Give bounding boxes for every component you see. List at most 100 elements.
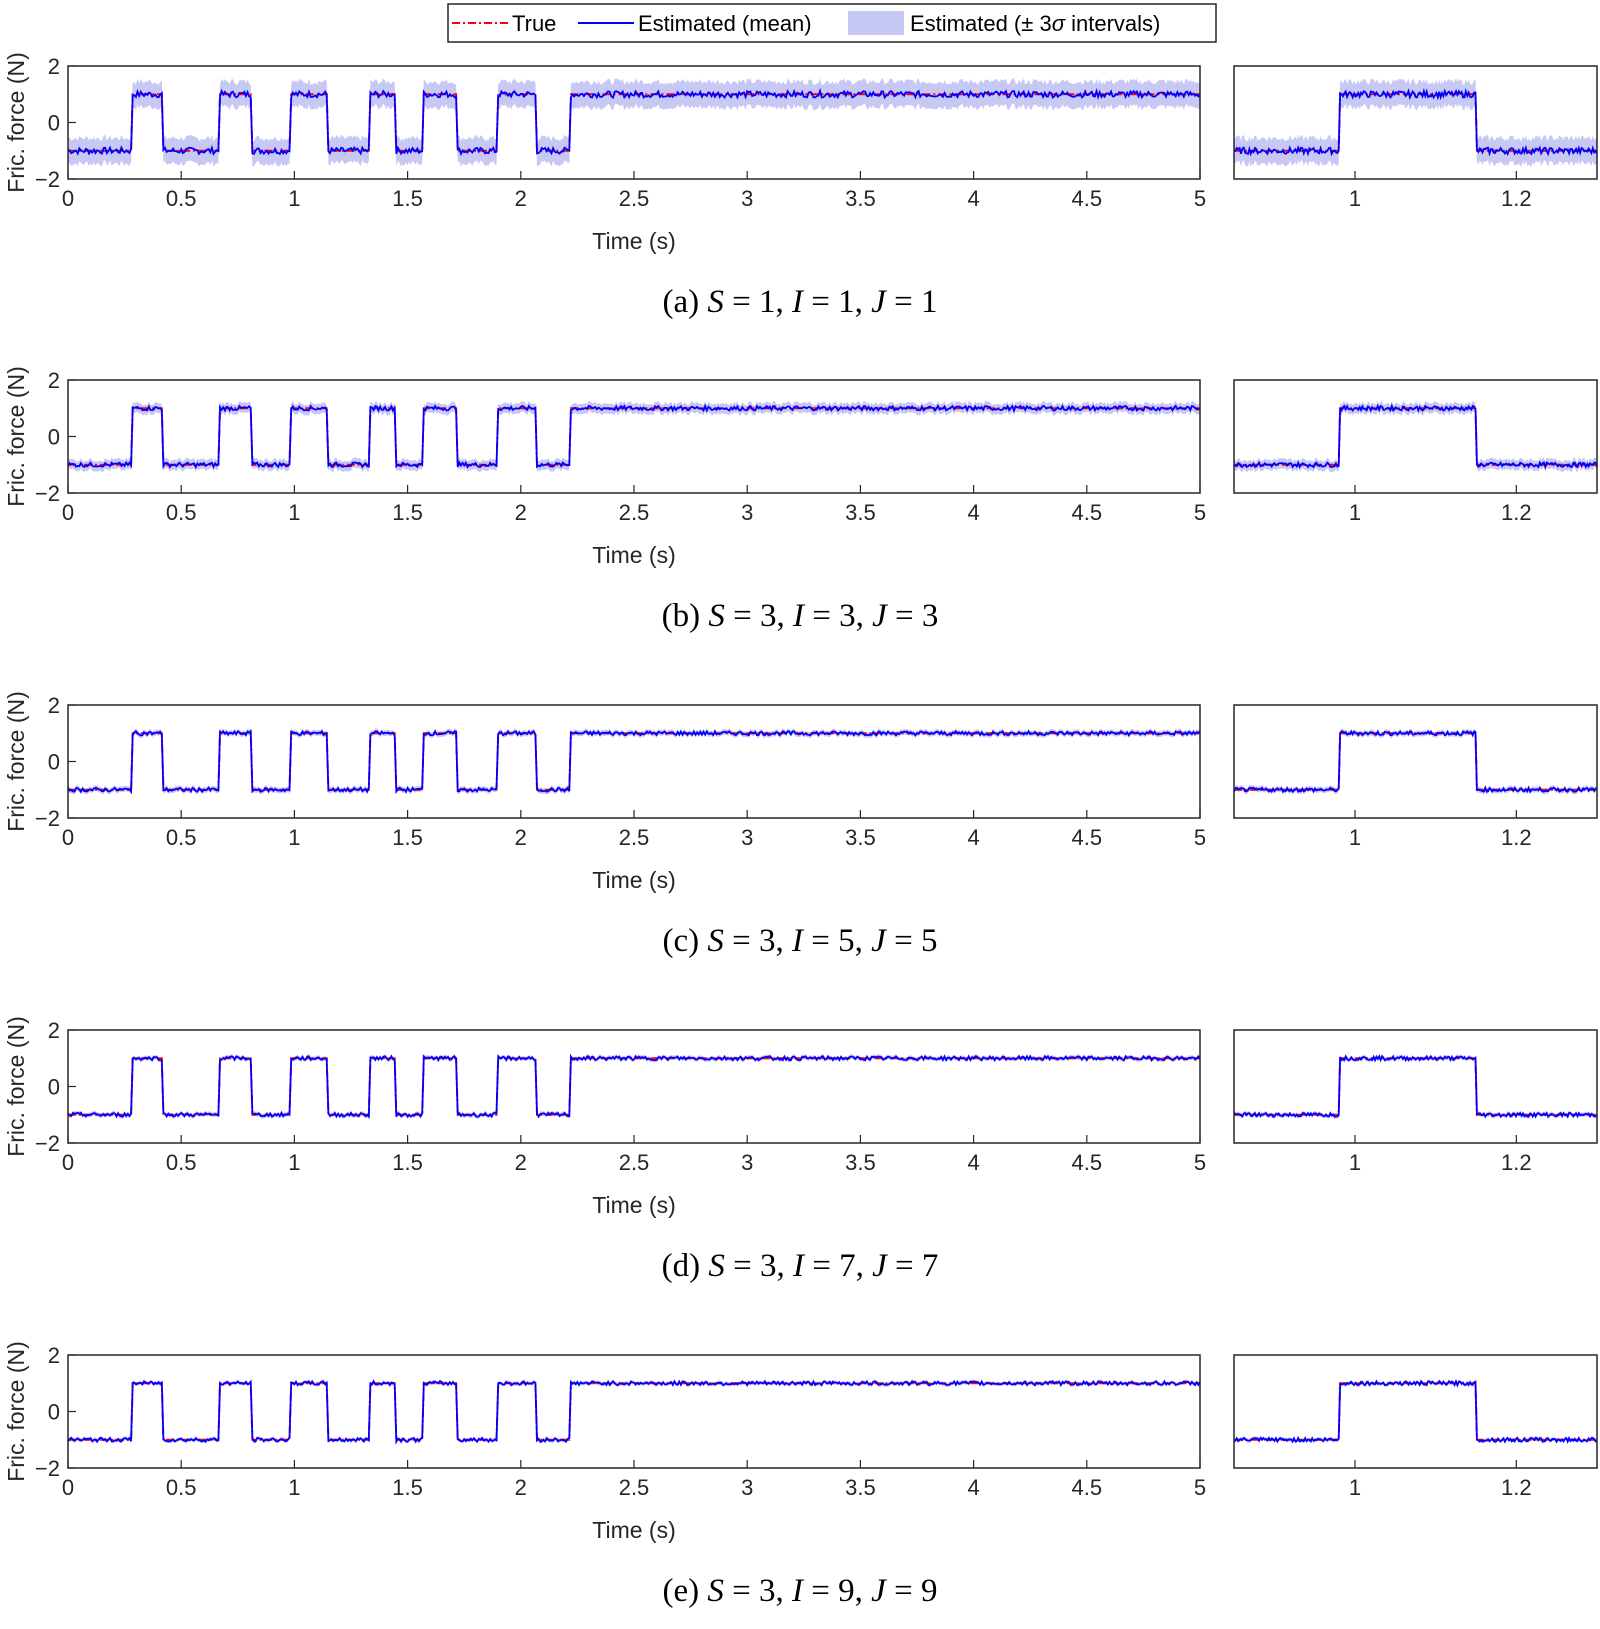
- main-xtick-label: 2.5: [619, 825, 650, 850]
- main-xtick-label: 1: [288, 825, 300, 850]
- main-ytick-label: 0: [48, 111, 60, 136]
- zoom-xtick-label: 1.2: [1501, 186, 1532, 211]
- main-band-1: [68, 400, 1200, 473]
- main-true-line-3: [68, 1057, 1200, 1116]
- main-xtick-label: 3.5: [845, 500, 876, 525]
- x-axis-label: Time (s): [592, 542, 675, 568]
- main-xtick-label: 2.5: [619, 1475, 650, 1500]
- main-true-line-4: [68, 1382, 1200, 1441]
- main-xtick-label: 5: [1194, 1475, 1206, 1500]
- main-xtick-label: 2: [515, 186, 527, 211]
- main-xtick-label: 1.5: [392, 1150, 423, 1175]
- main-xtick-label: 4: [967, 1475, 979, 1500]
- main-xtick-label: 5: [1194, 1150, 1206, 1175]
- main-xtick-label: 5: [1194, 500, 1206, 525]
- main-ytick-label: −2: [35, 1131, 60, 1156]
- main-xtick-label: 2: [515, 825, 527, 850]
- main-xtick-label: 3: [741, 1150, 753, 1175]
- zoom-xtick-label: 1: [1349, 1475, 1361, 1500]
- main-band-2: [68, 728, 1200, 795]
- main-xtick-label: 3: [741, 1475, 753, 1500]
- zoom-xtick-label: 1.2: [1501, 1150, 1532, 1175]
- panel-caption: (b) S = 3, I = 3, J = 3: [662, 598, 939, 634]
- main-true-line-2: [68, 732, 1200, 791]
- main-xtick-label: 0.5: [166, 1475, 197, 1500]
- main-axes-box-1: [67, 379, 1201, 494]
- zoom-true-line-3: [1234, 1057, 1597, 1116]
- main-ytick-label: 2: [48, 54, 60, 79]
- zoom-xtick-label: 1.2: [1501, 500, 1532, 525]
- legend-mean-label: Estimated (mean): [638, 11, 812, 36]
- zoom-axes-box-4: [1233, 1354, 1598, 1469]
- main-band-0: [68, 78, 1200, 167]
- main-xtick-label: 0: [62, 1150, 74, 1175]
- main-xtick-label: 0.5: [166, 186, 197, 211]
- zoom-xtick-label: 1: [1349, 1150, 1361, 1175]
- main-xtick-label: 0.5: [166, 825, 197, 850]
- main-xtick-label: 2.5: [619, 1150, 650, 1175]
- main-xtick-label: 1.5: [392, 825, 423, 850]
- x-axis-label: Time (s): [592, 867, 675, 893]
- main-xtick-label: 4: [967, 1150, 979, 1175]
- zoom-mean-line-4: [1233, 1378, 1598, 1445]
- legend-band-swatch: [848, 11, 904, 35]
- zoom-true-line-4: [1234, 1382, 1597, 1441]
- main-xtick-label: 1: [288, 186, 300, 211]
- main-xtick-label: 0: [62, 186, 74, 211]
- main-mean-line-4: [67, 1379, 1201, 1445]
- zoom-true-line-1: [1234, 407, 1597, 466]
- main-ytick-label: 2: [48, 368, 60, 393]
- main-xtick-label: 3: [741, 825, 753, 850]
- zoom-mean-line-0: [1233, 87, 1598, 157]
- x-axis-label: Time (s): [592, 1192, 675, 1218]
- main-mean-line-3: [67, 1053, 1201, 1119]
- main-xtick-label: 0: [62, 825, 74, 850]
- main-true-line-1: [68, 407, 1200, 466]
- main-xtick-label: 2.5: [619, 500, 650, 525]
- main-xtick-label: 1: [288, 1475, 300, 1500]
- main-ytick-label: 2: [48, 693, 60, 718]
- main-axes-box-2: [67, 704, 1201, 819]
- y-axis-label: Fric. force (N): [3, 52, 29, 193]
- main-xtick-label: 4.5: [1072, 500, 1103, 525]
- main-ytick-label: −2: [35, 167, 60, 192]
- main-xtick-label: 3: [741, 186, 753, 211]
- main-xtick-label: 0: [62, 500, 74, 525]
- main-ytick-label: −2: [35, 481, 60, 506]
- main-xtick-label: 4.5: [1072, 1150, 1103, 1175]
- panel-caption: (a) S = 1, I = 1, J = 1: [663, 284, 938, 320]
- zoom-mean-line-3: [1233, 1054, 1598, 1119]
- main-xtick-label: 4: [967, 186, 979, 211]
- zoom-xtick-label: 1: [1349, 500, 1361, 525]
- zoom-xtick-label: 1: [1349, 825, 1361, 850]
- panel-caption: (c) S = 3, I = 5, J = 5: [663, 923, 938, 959]
- zoom-band-1: [1234, 400, 1597, 473]
- main-xtick-label: 3.5: [845, 1150, 876, 1175]
- main-ytick-label: 2: [48, 1018, 60, 1043]
- legend-box: [447, 3, 1217, 43]
- main-band-3: [68, 1054, 1200, 1119]
- y-axis-label: Fric. force (N): [3, 366, 29, 507]
- main-xtick-label: 1.5: [392, 1475, 423, 1500]
- main-xtick-label: 4.5: [1072, 186, 1103, 211]
- panel-caption: (e) S = 3, I = 9, J = 9: [663, 1573, 938, 1609]
- zoom-band-4: [1234, 1379, 1597, 1444]
- main-axes-box-3: [67, 1029, 1201, 1144]
- main-xtick-label: 4: [967, 500, 979, 525]
- main-xtick-label: 1: [288, 500, 300, 525]
- main-xtick-label: 0.5: [166, 1150, 197, 1175]
- main-xtick-label: 3.5: [845, 825, 876, 850]
- main-ytick-label: 0: [48, 1400, 60, 1425]
- y-axis-label: Fric. force (N): [3, 1016, 29, 1157]
- legend-true-label: True: [512, 11, 556, 36]
- main-xtick-label: 4.5: [1072, 825, 1103, 850]
- main-xtick-label: 1.5: [392, 500, 423, 525]
- zoom-axes-box-1: [1233, 379, 1598, 494]
- main-mean-line-0: [67, 87, 1201, 157]
- x-axis-label: Time (s): [592, 1517, 675, 1543]
- zoom-xtick-label: 1: [1349, 186, 1361, 211]
- zoom-true-line-2: [1234, 732, 1597, 791]
